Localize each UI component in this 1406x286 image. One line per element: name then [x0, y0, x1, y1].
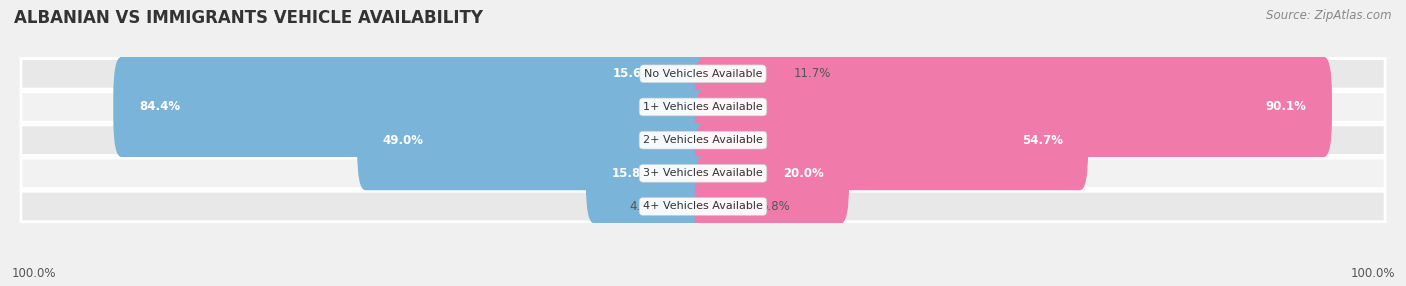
FancyBboxPatch shape: [357, 90, 711, 190]
FancyBboxPatch shape: [21, 191, 1385, 222]
Text: 11.7%: 11.7%: [794, 67, 831, 80]
Text: Source: ZipAtlas.com: Source: ZipAtlas.com: [1267, 9, 1392, 21]
FancyBboxPatch shape: [695, 123, 849, 223]
FancyBboxPatch shape: [114, 57, 711, 157]
FancyBboxPatch shape: [695, 90, 1088, 190]
Text: 2+ Vehicles Available: 2+ Vehicles Available: [643, 135, 763, 145]
FancyBboxPatch shape: [21, 59, 1385, 89]
Text: 90.1%: 90.1%: [1265, 100, 1306, 114]
Text: 15.8%: 15.8%: [612, 167, 652, 180]
FancyBboxPatch shape: [695, 57, 1331, 157]
Text: 100.0%: 100.0%: [11, 267, 56, 280]
FancyBboxPatch shape: [695, 24, 792, 124]
FancyBboxPatch shape: [21, 158, 1385, 188]
Text: 4+ Vehicles Available: 4+ Vehicles Available: [643, 202, 763, 211]
FancyBboxPatch shape: [21, 125, 1385, 155]
FancyBboxPatch shape: [695, 156, 758, 257]
Text: 3+ Vehicles Available: 3+ Vehicles Available: [643, 168, 763, 178]
Text: 15.6%: 15.6%: [613, 67, 654, 80]
Text: 6.8%: 6.8%: [761, 200, 790, 213]
Legend: Albanian, Immigrants: Albanian, Immigrants: [607, 285, 799, 286]
Text: 1+ Vehicles Available: 1+ Vehicles Available: [643, 102, 763, 112]
Text: ALBANIAN VS IMMIGRANTS VEHICLE AVAILABILITY: ALBANIAN VS IMMIGRANTS VEHICLE AVAILABIL…: [14, 9, 484, 27]
FancyBboxPatch shape: [586, 123, 711, 223]
Text: 4.8%: 4.8%: [630, 200, 659, 213]
Text: 20.0%: 20.0%: [783, 167, 824, 180]
FancyBboxPatch shape: [588, 24, 711, 124]
Text: 49.0%: 49.0%: [382, 134, 423, 147]
Text: No Vehicles Available: No Vehicles Available: [644, 69, 762, 79]
Text: 84.4%: 84.4%: [139, 100, 180, 114]
Text: 100.0%: 100.0%: [1350, 267, 1395, 280]
FancyBboxPatch shape: [662, 156, 711, 257]
FancyBboxPatch shape: [21, 92, 1385, 122]
Text: 54.7%: 54.7%: [1022, 134, 1063, 147]
